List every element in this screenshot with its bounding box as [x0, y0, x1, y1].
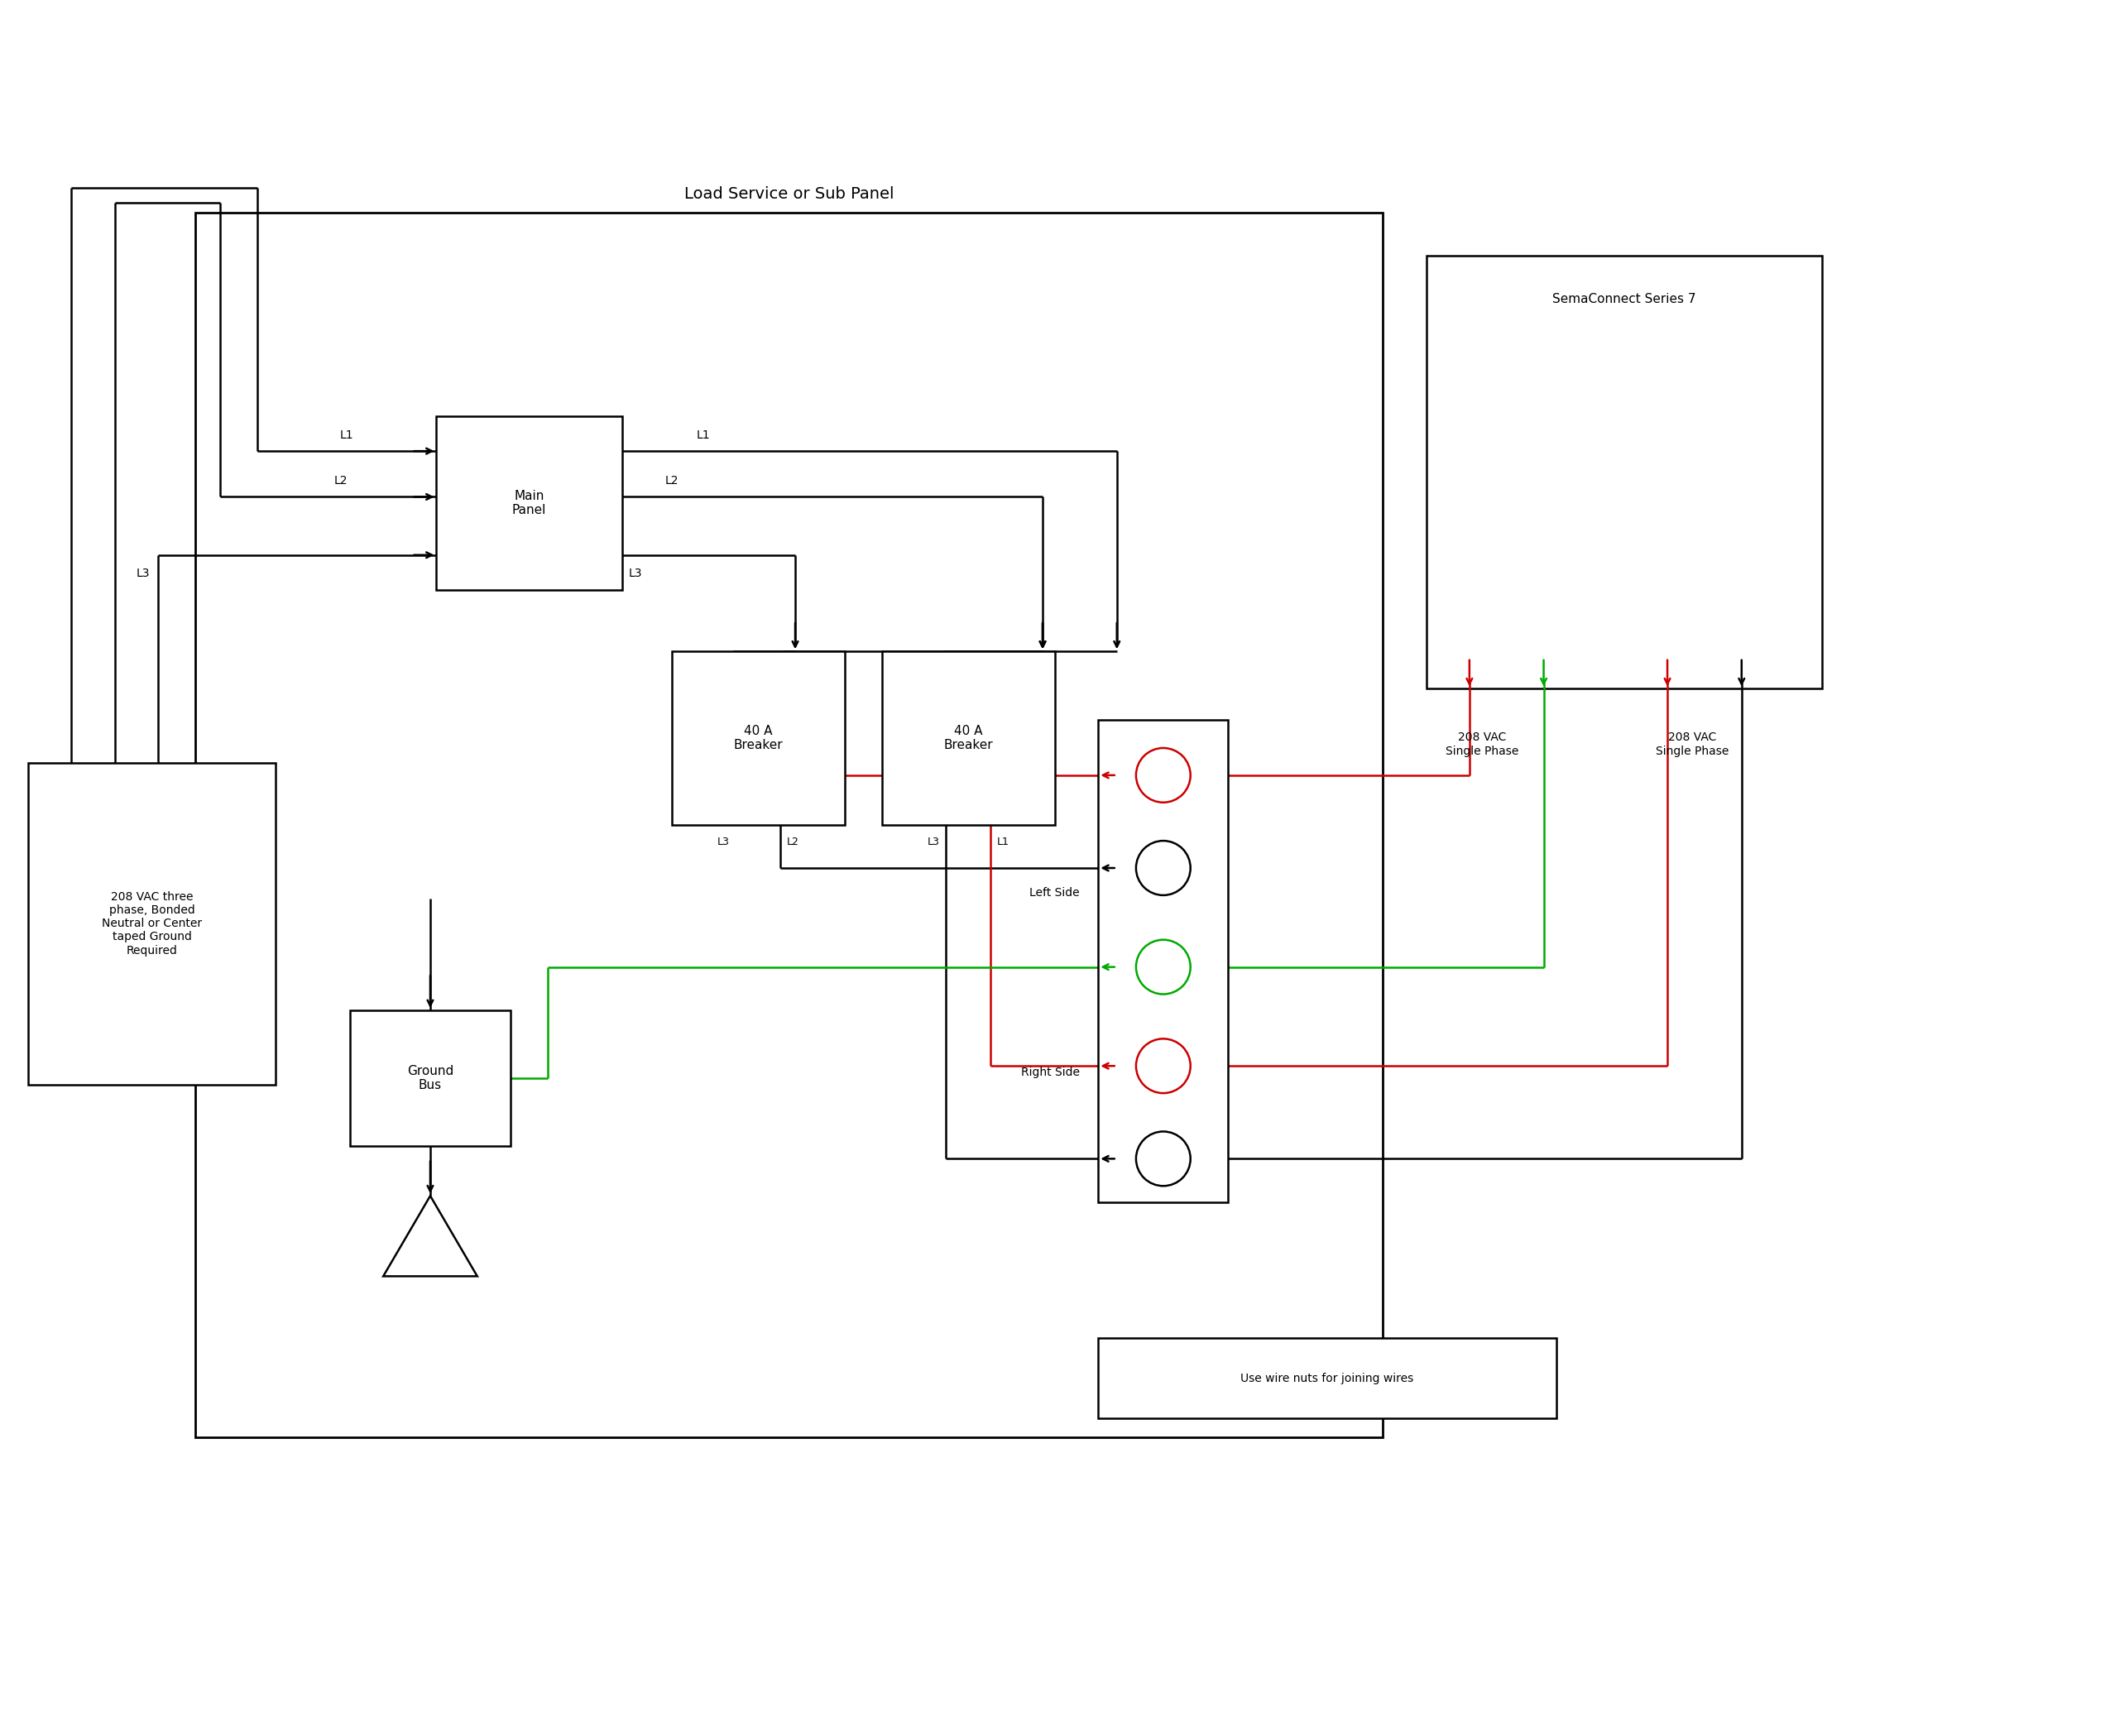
Text: Use wire nuts for joining wires: Use wire nuts for joining wires [1241, 1373, 1414, 1384]
Circle shape [1135, 1132, 1190, 1186]
Text: L3: L3 [717, 837, 730, 847]
Text: 40 A
Breaker: 40 A Breaker [734, 724, 783, 752]
Text: L2: L2 [787, 837, 800, 847]
Text: L3: L3 [928, 837, 939, 847]
Text: L2: L2 [665, 476, 679, 486]
Bar [671, 651, 844, 825]
Text: L1: L1 [340, 429, 354, 441]
Bar [437, 417, 622, 590]
Bar [1099, 719, 1228, 1201]
Text: Main
Panel: Main Panel [513, 490, 546, 516]
Circle shape [1135, 840, 1190, 896]
Bar [27, 762, 276, 1085]
Text: L2: L2 [333, 476, 348, 486]
Text: L1: L1 [996, 837, 1009, 847]
Bar [882, 651, 1055, 825]
Circle shape [1135, 1038, 1190, 1094]
Circle shape [1135, 939, 1190, 995]
Text: L3: L3 [137, 568, 150, 580]
Text: 208 VAC
Single Phase: 208 VAC Single Phase [1445, 733, 1519, 757]
Bar [1099, 1338, 1555, 1418]
Text: Ground
Bus: Ground Bus [407, 1064, 454, 1092]
Bar [196, 212, 1382, 1437]
Polygon shape [384, 1196, 477, 1276]
Text: 208 VAC three
phase, Bonded
Neutral or Center
taped Ground
Required: 208 VAC three phase, Bonded Neutral or C… [101, 891, 203, 957]
Text: Right Side: Right Side [1021, 1066, 1080, 1078]
Circle shape [1135, 748, 1190, 802]
Text: L3: L3 [629, 568, 641, 580]
Text: 208 VAC
Single Phase: 208 VAC Single Phase [1656, 733, 1728, 757]
Bar [1426, 255, 1823, 689]
Text: Load Service or Sub Panel: Load Service or Sub Panel [684, 186, 895, 201]
Text: 40 A
Breaker: 40 A Breaker [943, 724, 994, 752]
Text: SemaConnect Series 7: SemaConnect Series 7 [1553, 293, 1696, 306]
Text: Left Side: Left Side [1030, 887, 1080, 899]
Bar [350, 1010, 511, 1146]
Text: L1: L1 [696, 429, 709, 441]
